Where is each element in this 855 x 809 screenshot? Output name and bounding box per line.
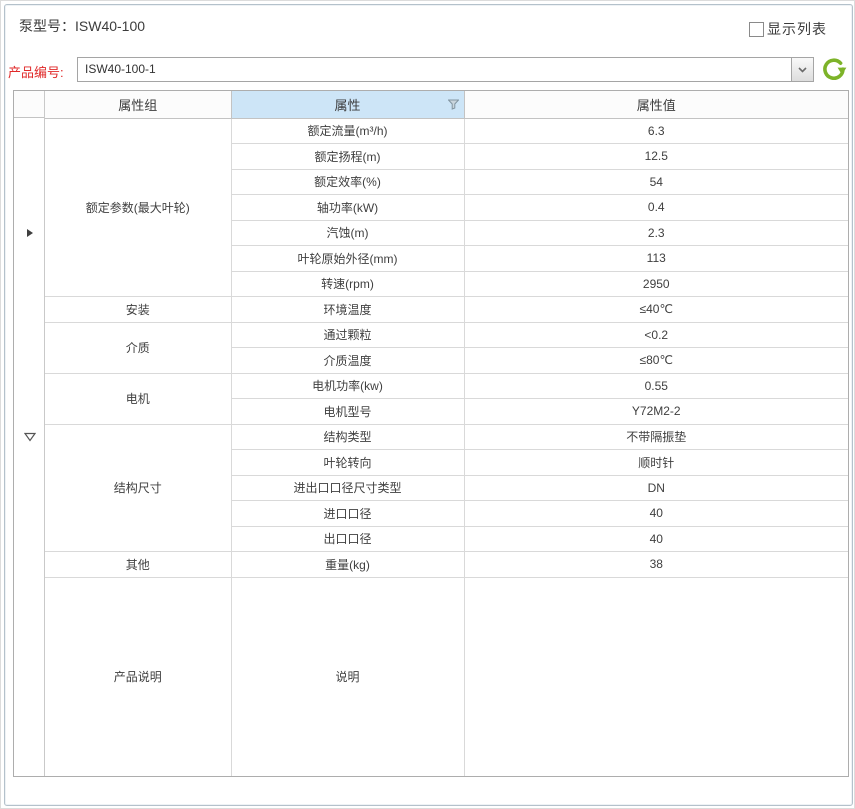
group-cell: 其他 [45, 551, 232, 578]
refresh-arrowhead-icon [837, 67, 847, 75]
attr-cell: 介质温度 [231, 347, 465, 374]
attr-cell: 说明 [230, 576, 465, 776]
attr-cell: 汽蚀(m) [231, 219, 465, 246]
table-row[interactable]: 叶轮原始外径(mm) 113 [45, 245, 848, 272]
product-code-label: 产品编号: [8, 65, 64, 80]
row-indicator-column [14, 91, 45, 776]
attr-cell: 额定扬程(m) [231, 143, 465, 170]
value-cell: 不带隔振垫 [463, 423, 848, 450]
attr-cell: 进口口径 [231, 500, 465, 527]
attr-cell: 出口口径 [231, 525, 465, 552]
group-cell: 电机 [45, 372, 232, 425]
show-list-checkbox[interactable] [749, 21, 764, 37]
value-cell: 54 [463, 168, 848, 195]
value-cell [463, 576, 848, 776]
page-title: 泵型号：ISW40-100 [19, 18, 146, 34]
attr-cell: 电机型号 [231, 398, 465, 425]
table-row[interactable]: 安装 环境温度 ≤40℃ [45, 296, 848, 323]
attributes-table: 属性组 属性 属性值 额定参数(最大叶轮) 额定流量(m³/h) 6.3 额定扬 [45, 91, 848, 776]
indicator-header-cell [14, 91, 44, 118]
attr-cell: 进出口口径尺寸类型 [231, 474, 465, 501]
attributes-grid: 属性组 属性 属性值 额定参数(最大叶轮) 额定流量(m³/h) 6.3 额定扬 [13, 90, 849, 777]
table-row[interactable]: 出口口径 40 [45, 525, 848, 552]
attr-cell: 轴功率(kW) [231, 194, 465, 221]
value-cell: 6.3 [463, 117, 848, 144]
attr-cell: 环境温度 [230, 296, 465, 323]
table-row[interactable]: 介质 通过颗粒 <0.2 [45, 321, 848, 374]
refresh-button[interactable] [821, 57, 847, 83]
column-header-attr[interactable]: 属性 [230, 91, 465, 119]
attr-cell: 结构类型 [230, 423, 465, 450]
group-cell: 结构尺寸 [45, 423, 232, 552]
table-row[interactable]: 电机型号 Y72M2-2 [45, 398, 848, 425]
table-row[interactable]: 介质温度 ≤80℃ [45, 347, 848, 374]
table-row[interactable]: 汽蚀(m) 2.3 [45, 219, 848, 246]
value-cell: 2.3 [463, 219, 848, 246]
value-cell: 12.5 [463, 143, 848, 170]
attributes-tbody: 额定参数(最大叶轮) 额定流量(m³/h) 6.3 额定扬程(m) 12.5 额定效率(%… [45, 117, 848, 776]
attr-cell: 额定效率(%) [231, 168, 465, 195]
attr-cell: 转速(rpm) [231, 270, 465, 297]
table-row[interactable]: 产品说明 说明 [45, 576, 848, 776]
expand-triangle-icon [23, 432, 37, 442]
combo-dropdown-button[interactable] [791, 58, 813, 81]
product-code-combobox[interactable]: ISW40-100-1 [77, 57, 814, 82]
value-cell: 顺时针 [463, 449, 848, 476]
pump-detail-panel: 泵型号：ISW40-100 显示列表 产品编号: ISW40-100-1 [4, 4, 853, 806]
show-list-label: 显示列表 [767, 21, 827, 37]
value-cell: DN [463, 474, 848, 501]
value-cell: 113 [463, 245, 848, 272]
value-cell: ≤40℃ [463, 296, 848, 323]
attr-cell: 重量(kg) [230, 551, 465, 578]
value-cell: 40 [463, 525, 848, 552]
chevron-down-icon [798, 66, 807, 73]
attr-cell: 电机功率(kw) [230, 372, 465, 399]
attr-cell: 叶轮转向 [231, 449, 465, 476]
group-cell: 介质 [45, 321, 232, 374]
table-row[interactable]: 轴功率(kW) 0.4 [45, 194, 848, 221]
value-cell: 38 [463, 551, 848, 578]
show-list-checkbox-group[interactable]: 显示列表 [749, 19, 827, 39]
column-header-attr-label: 属性 [334, 97, 361, 113]
table-row[interactable]: 其他 重量(kg) 38 [45, 551, 848, 578]
value-cell: 40 [463, 500, 848, 527]
refresh-icon [823, 58, 845, 80]
table-row[interactable]: 额定参数(最大叶轮) 额定流量(m³/h) 6.3 [45, 117, 848, 297]
value-cell: 2950 [463, 270, 848, 297]
header-row: 属性组 属性 属性值 [45, 91, 848, 119]
value-cell: <0.2 [463, 321, 848, 348]
focused-row-arrow-icon [27, 229, 33, 237]
attr-cell: 额定流量(m³/h) [230, 117, 465, 144]
product-code-value: ISW40-100-1 [85, 62, 156, 76]
column-header-group[interactable]: 属性组 [45, 91, 232, 119]
column-header-value[interactable]: 属性值 [463, 91, 848, 119]
attr-cell: 通过颗粒 [230, 321, 465, 348]
indicator-body [14, 118, 44, 776]
table-row[interactable]: 转速(rpm) 2950 [45, 270, 848, 297]
attr-cell: 叶轮原始外径(mm) [231, 245, 465, 272]
group-cell: 额定参数(最大叶轮) [45, 117, 232, 297]
table-row[interactable]: 电机 电机功率(kw) 0.55 [45, 372, 848, 425]
group-cell: 安装 [45, 296, 232, 323]
value-cell: 0.55 [463, 372, 848, 399]
table-row[interactable]: 结构尺寸 结构类型 不带隔振垫 [45, 423, 848, 552]
value-cell: 0.4 [463, 194, 848, 221]
value-cell: ≤80℃ [463, 347, 848, 374]
filter-funnel-icon[interactable] [446, 99, 460, 110]
group-cell: 产品说明 [45, 576, 232, 776]
table-row[interactable]: 额定扬程(m) 12.5 [45, 143, 848, 170]
value-cell: Y72M2-2 [463, 398, 848, 425]
